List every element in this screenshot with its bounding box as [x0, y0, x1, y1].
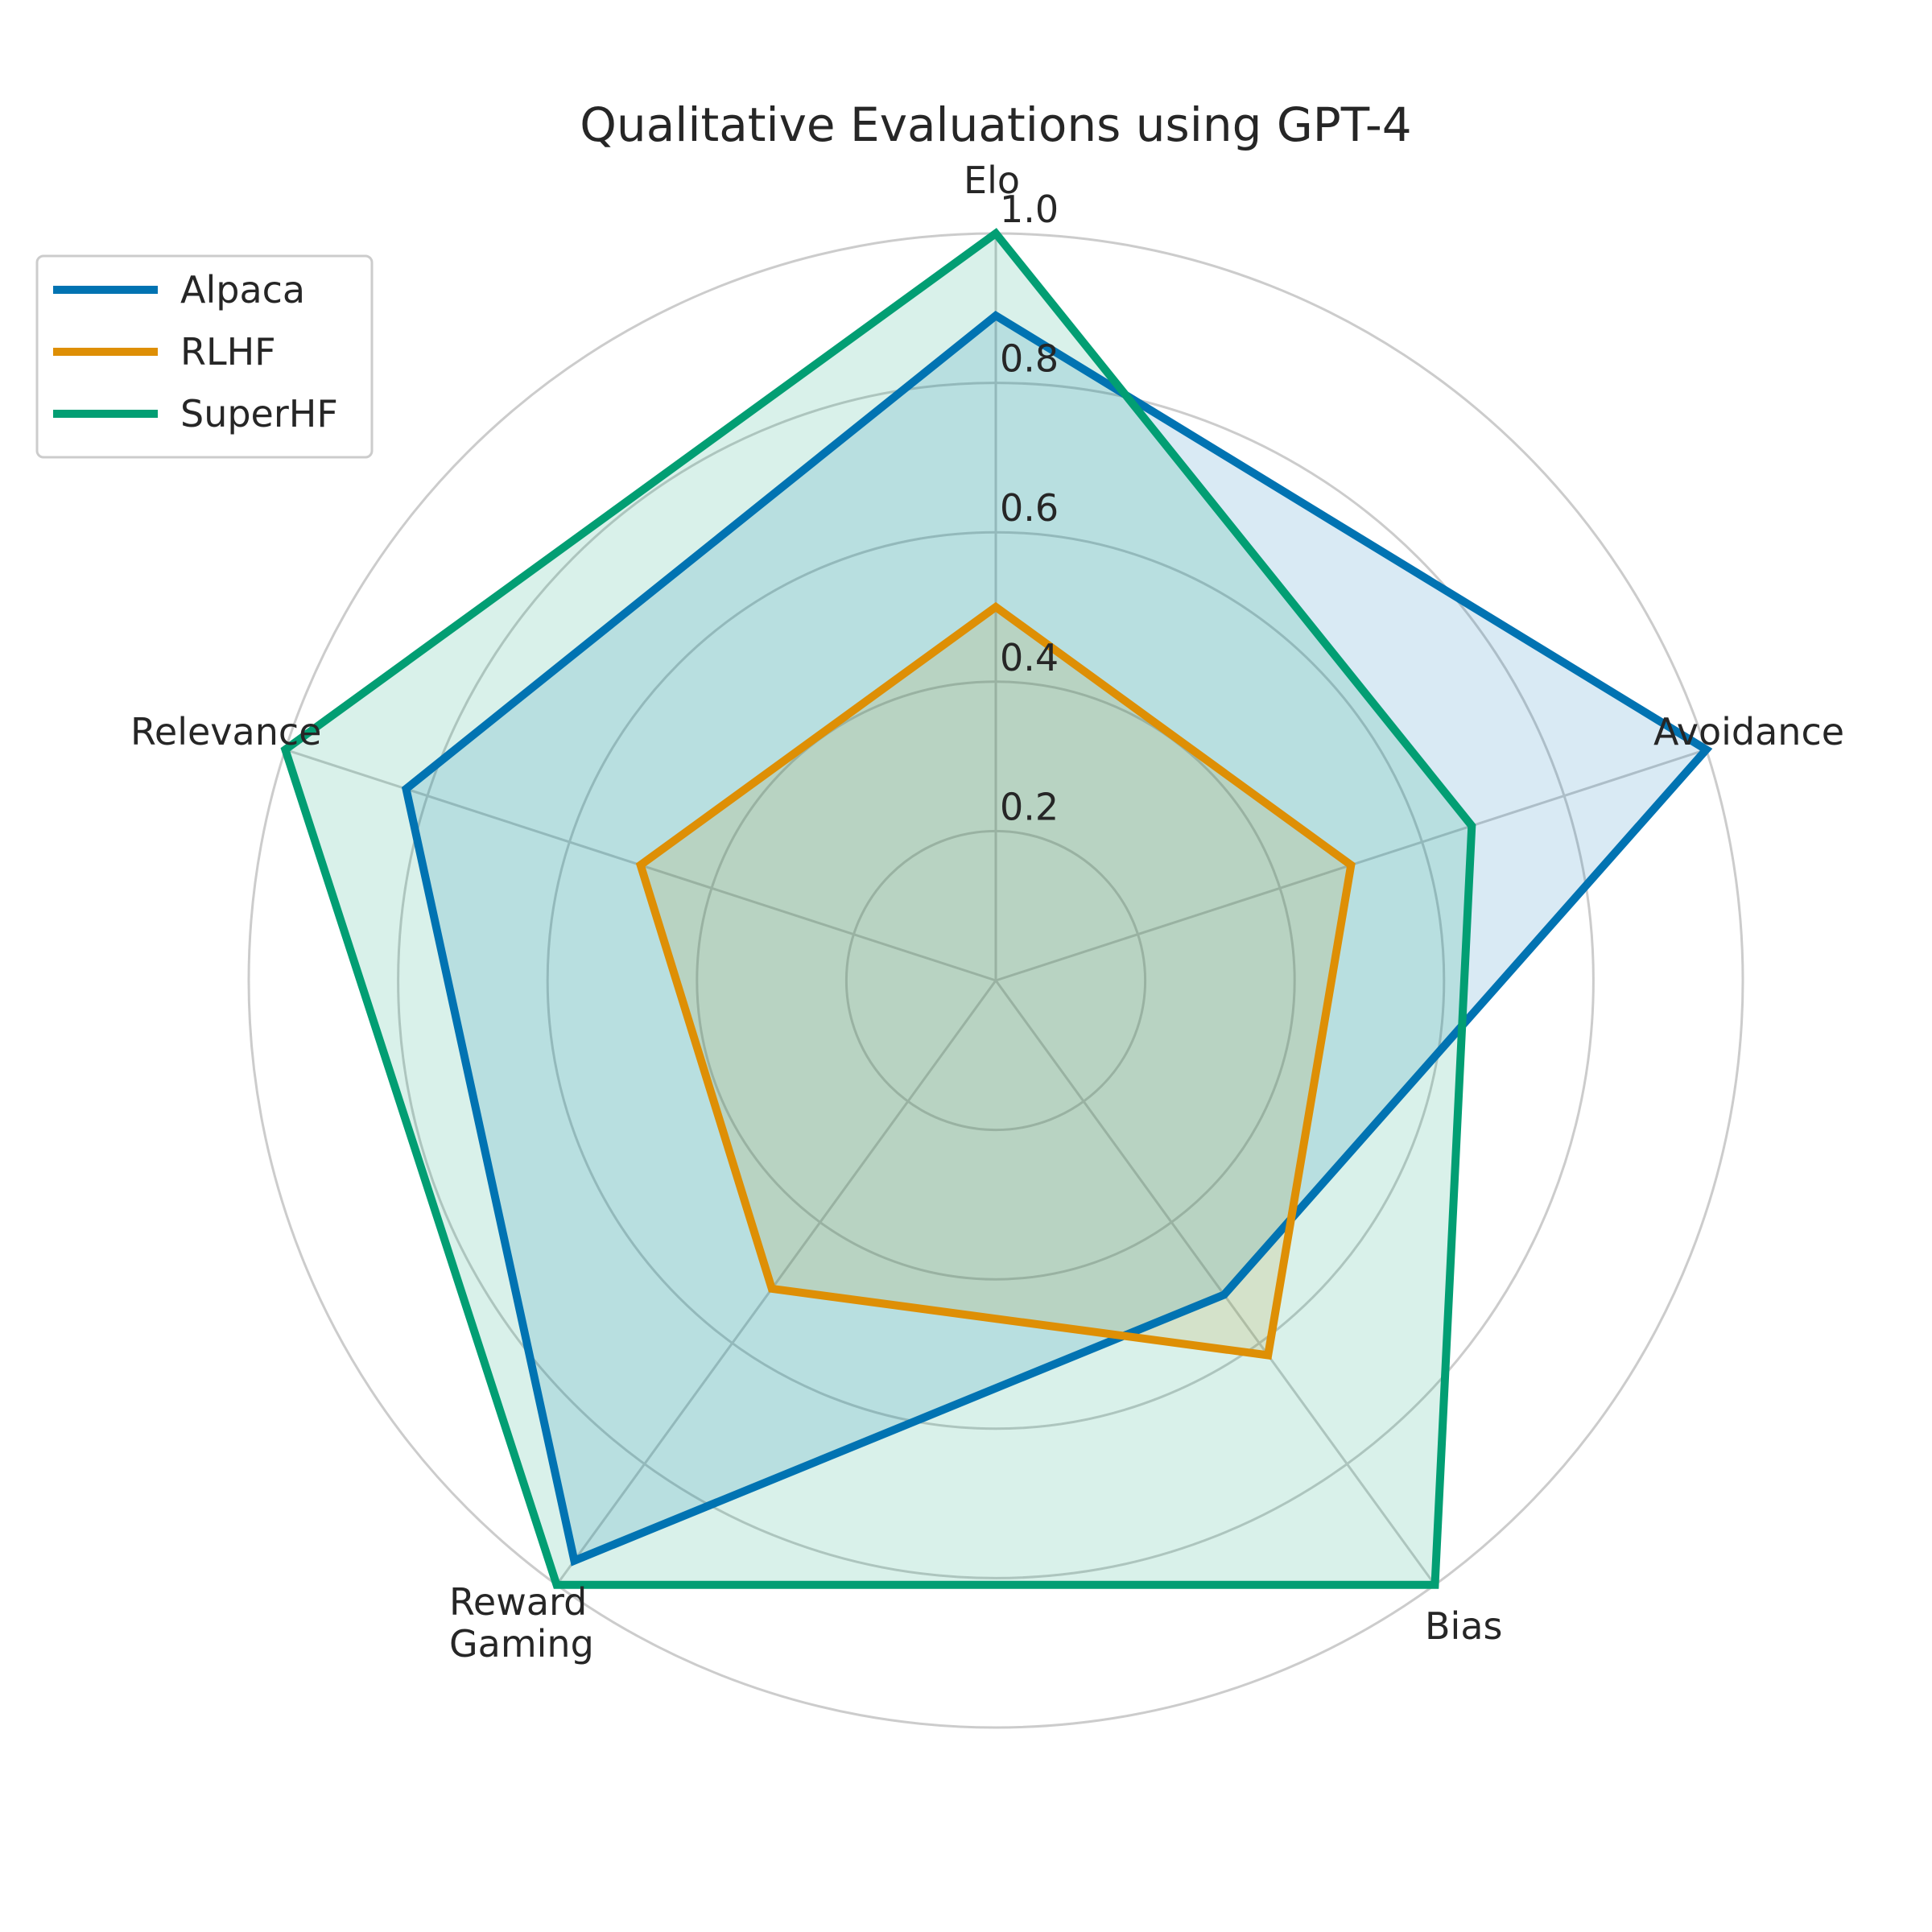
series-line-superhf	[280, 228, 1476, 1589]
category-label: Reward Gaming	[449, 1580, 594, 1666]
category-label: Avoidance	[1653, 710, 1844, 753]
chart-title: Qualitative Evaluations using GPT-4	[580, 97, 1411, 152]
category-label: Bias	[1425, 1604, 1503, 1648]
series-lines	[280, 228, 1713, 1589]
r-tick-label: 0.2	[1000, 785, 1059, 828]
grid-spoke	[555, 980, 997, 1586]
r-tick-label: 1.0	[1000, 188, 1059, 231]
legend-label: RLHF	[180, 330, 276, 374]
grid-spoke	[994, 980, 1436, 1586]
category-label: Relevance	[130, 710, 321, 753]
series-fill-alpaca	[406, 316, 1707, 1561]
series-fill-superhf	[285, 233, 1472, 1585]
category-label: Elo	[964, 159, 1020, 202]
r-tick-label: 0.4	[1000, 636, 1059, 679]
legend-box	[35, 254, 374, 459]
r-tick-label: 0.8	[1000, 337, 1059, 381]
series-line-alpaca	[401, 311, 1713, 1567]
series-fill-rlhf	[640, 607, 1352, 1356]
legend-label: SuperHF	[180, 392, 338, 436]
r-tick-label: 0.6	[1000, 486, 1059, 530]
legend-label: Alpaca	[180, 268, 305, 312]
legend: Alpaca RLHF SuperHF	[35, 254, 374, 459]
series-line-rlhf	[635, 601, 1356, 1360]
series-fills	[285, 233, 1707, 1585]
